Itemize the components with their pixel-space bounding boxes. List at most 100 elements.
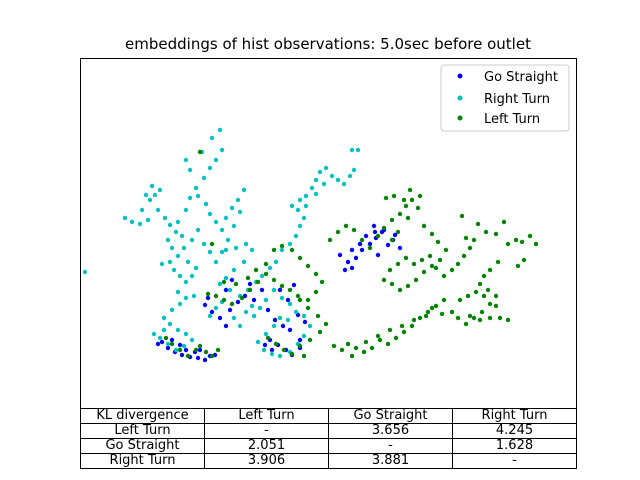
point-go-straight — [251, 297, 257, 303]
point-left-turn — [205, 291, 211, 297]
point-left-turn — [255, 279, 261, 285]
scatter-points — [82, 127, 539, 363]
point-right-turn — [293, 233, 299, 239]
point-left-turn — [381, 225, 387, 231]
point-right-turn — [279, 247, 285, 253]
point-right-turn — [269, 351, 275, 357]
point-right-turn — [169, 307, 175, 313]
point-right-turn — [213, 157, 219, 163]
point-go-straight — [345, 259, 351, 265]
point-right-turn — [321, 181, 327, 187]
point-right-turn — [293, 309, 299, 315]
point-left-turn — [505, 241, 511, 247]
point-left-turn — [455, 261, 461, 267]
point-left-turn — [351, 227, 357, 233]
point-go-straight — [342, 267, 348, 273]
point-go-straight — [217, 315, 223, 321]
point-left-turn — [533, 241, 539, 247]
point-left-turn — [335, 229, 341, 235]
point-left-turn — [437, 257, 443, 263]
point-right-turn — [263, 331, 269, 337]
point-left-turn — [403, 203, 409, 209]
point-left-turn — [383, 195, 389, 201]
table-row: Right Turn 3.906 3.881 - — [80, 453, 577, 469]
point-left-turn — [513, 237, 519, 243]
point-right-turn — [271, 323, 277, 329]
point-left-turn — [209, 353, 215, 359]
point-left-turn — [487, 315, 493, 321]
point-left-turn — [263, 261, 269, 267]
point-left-turn — [279, 243, 285, 249]
point-right-turn — [183, 331, 189, 337]
point-left-turn — [505, 317, 511, 323]
point-right-turn — [181, 245, 187, 251]
point-left-turn — [349, 353, 355, 359]
point-left-turn — [417, 315, 423, 321]
table-cell: 3.906 — [204, 453, 329, 469]
chart-title: embeddings of hist observations: 5.0sec … — [125, 35, 531, 53]
point-right-turn — [231, 315, 237, 321]
point-left-turn — [359, 237, 365, 243]
point-left-turn — [495, 259, 501, 265]
point-left-turn — [273, 341, 279, 347]
point-left-turn — [263, 271, 269, 277]
point-go-straight — [223, 323, 229, 329]
point-left-turn — [221, 297, 227, 303]
point-right-turn — [145, 217, 151, 223]
point-left-turn — [481, 293, 487, 299]
point-right-turn — [187, 167, 193, 173]
point-left-turn — [465, 293, 471, 299]
point-left-turn — [479, 309, 485, 315]
table-header-cell: Left Turn — [204, 408, 329, 424]
point-left-turn — [405, 215, 411, 221]
point-left-turn — [409, 323, 415, 329]
point-left-turn — [169, 341, 175, 347]
table-header-cell: Go Straight — [328, 408, 453, 424]
point-right-turn — [225, 237, 231, 243]
point-right-turn — [167, 222, 173, 228]
point-left-turn — [215, 347, 221, 353]
point-go-straight — [183, 347, 189, 353]
point-go-straight — [353, 255, 359, 261]
point-go-straight — [179, 352, 185, 358]
point-right-turn — [183, 207, 189, 213]
point-left-turn — [375, 233, 381, 239]
table-cell: - — [452, 453, 577, 469]
table-cell: 3.656 — [328, 423, 453, 439]
legend-marker-left-turn — [457, 115, 463, 121]
point-go-straight — [169, 337, 175, 343]
point-go-straight — [371, 223, 377, 229]
point-right-turn — [143, 192, 149, 198]
point-left-turn — [297, 255, 303, 261]
point-right-turn — [213, 219, 219, 225]
table-cell: 3.881 — [328, 453, 453, 469]
point-left-turn — [331, 343, 337, 349]
point-right-turn — [237, 323, 243, 329]
point-right-turn — [249, 303, 255, 309]
point-left-turn — [377, 337, 383, 343]
point-right-turn — [335, 177, 341, 183]
point-go-straight — [392, 232, 398, 238]
point-left-turn — [203, 349, 209, 355]
point-go-straight — [287, 327, 293, 333]
point-right-turn — [259, 273, 265, 279]
point-right-turn — [243, 241, 249, 247]
point-go-straight — [272, 317, 278, 323]
point-go-straight — [165, 345, 171, 351]
legend: Go Straight Right Turn Left Turn — [440, 64, 570, 132]
point-left-turn — [411, 261, 417, 267]
point-right-turn — [257, 305, 263, 311]
point-right-turn — [235, 197, 241, 203]
point-left-turn — [433, 265, 439, 271]
point-go-straight — [285, 297, 291, 303]
point-right-turn — [277, 315, 283, 321]
point-left-turn — [271, 247, 277, 253]
point-right-turn — [309, 185, 315, 191]
point-right-turn — [223, 247, 229, 253]
point-left-turn — [245, 275, 251, 281]
point-right-turn — [149, 183, 155, 189]
point-right-turn — [317, 169, 323, 175]
point-left-turn — [477, 317, 483, 323]
point-right-turn — [173, 347, 179, 353]
